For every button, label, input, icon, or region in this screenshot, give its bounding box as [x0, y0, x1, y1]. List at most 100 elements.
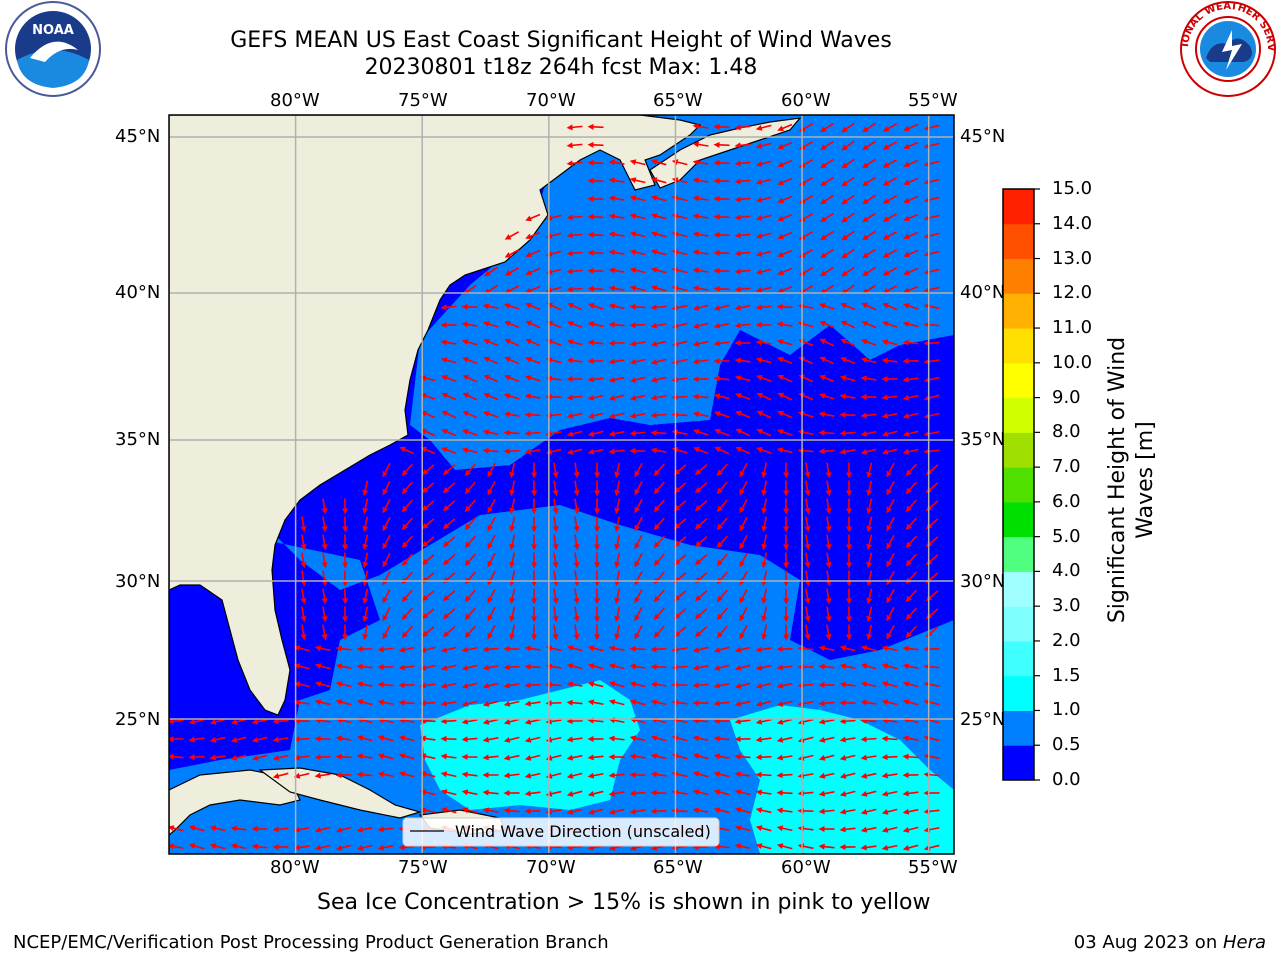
wind-wave-arrow: [902, 844, 919, 851]
wind-wave-arrow: [272, 736, 289, 743]
wind-wave-arrow: [300, 534, 307, 551]
wind-wave-arrow: [608, 376, 625, 383]
wind-wave-arrow: [573, 516, 580, 533]
wind-wave-arrow: [482, 321, 499, 328]
wind-wave-arrow: [755, 843, 772, 850]
wind-wave-arrow: [846, 516, 853, 533]
wind-wave-arrow: [713, 340, 730, 347]
wind-wave-arrow: [881, 394, 898, 401]
wind-wave-arrow: [713, 249, 730, 256]
wind-wave-arrow: [587, 699, 604, 706]
wind-wave-arrow: [421, 518, 435, 530]
wind-wave-arrow: [692, 304, 709, 311]
wind-wave-arrow: [441, 446, 457, 454]
wind-wave-arrow: [440, 771, 457, 778]
colorbar-segment: [1003, 606, 1034, 642]
wind-wave-arrow: [903, 159, 919, 168]
wind-wave-arrow: [587, 430, 604, 437]
wind-wave-arrow: [524, 808, 541, 815]
wind-wave-arrow: [881, 844, 898, 851]
wind-wave-arrow: [713, 682, 730, 689]
wind-wave-arrow: [818, 429, 835, 436]
wind-wave-arrow: [483, 374, 499, 383]
wind-wave-arrow: [650, 753, 667, 760]
wind-wave-arrow: [713, 159, 730, 166]
wind-wave-arrow: [716, 589, 728, 603]
wind-wave-arrow: [587, 267, 604, 274]
wind-wave-arrow: [300, 606, 307, 623]
wind-wave-arrow: [608, 303, 625, 310]
wind-wave-arrow: [531, 462, 538, 479]
wind-wave-arrow: [382, 480, 391, 496]
wind-wave-arrow: [401, 553, 413, 567]
colorbar-segment: [1003, 397, 1034, 433]
wind-wave-arrow: [734, 142, 751, 149]
wind-wave-arrow: [251, 718, 268, 725]
colorbar-tick-label: 5.0: [1052, 525, 1081, 547]
wind-wave-arrow: [862, 248, 876, 259]
wind-wave-arrow: [839, 663, 856, 670]
wind-wave-arrow: [713, 375, 730, 382]
wind-wave-arrow: [903, 195, 919, 204]
wind-wave-arrow: [783, 588, 790, 605]
wind-wave-arrow: [377, 664, 394, 671]
wind-wave-arrow: [846, 462, 853, 479]
lon-label-top-60w: 60°W: [781, 90, 831, 111]
wind-wave-arrow: [483, 356, 499, 365]
wind-wave-arrow: [839, 393, 856, 400]
wind-wave-arrow: [503, 303, 520, 310]
wind-wave-arrow: [552, 516, 559, 533]
wind-wave-arrow: [509, 498, 516, 515]
colorbar-tick-label: 6.0: [1052, 490, 1081, 512]
lat-label-left-40n: 40°N: [115, 282, 161, 303]
wind-wave-arrow: [862, 158, 876, 169]
wind-wave-arrow: [650, 195, 667, 202]
map-subtitle: 20230801 t18z 264h fcst Max: 1.48: [364, 55, 758, 80]
wind-wave-arrow: [783, 534, 790, 551]
noaa-logo: NOAA: [5, 1, 101, 97]
wind-wave-arrow: [804, 534, 811, 551]
wind-wave-arrow: [567, 302, 583, 311]
wind-wave-arrow: [713, 843, 730, 850]
wind-wave-arrow: [503, 645, 520, 652]
wind-wave-arrow: [356, 826, 373, 833]
wind-wave-arrow: [209, 736, 226, 743]
lat-label-right-35n: 35°N: [960, 429, 1006, 450]
wind-wave-arrow: [314, 735, 331, 742]
wind-wave-arrow: [629, 159, 646, 166]
wind-wave-arrow: [839, 790, 856, 797]
wind-wave-arrow: [314, 663, 331, 670]
wind-wave-arrow: [804, 624, 811, 641]
wind-wave-arrow: [653, 625, 665, 639]
wind-wave-arrow: [839, 375, 856, 382]
wind-wave-arrow: [756, 392, 772, 401]
wind-wave-arrow: [377, 735, 394, 742]
wind-wave-arrow: [866, 588, 873, 605]
wind-wave-arrow: [566, 412, 583, 419]
wind-wave-arrow: [614, 462, 621, 479]
wind-wave-arrow: [886, 624, 895, 640]
wind-wave-arrow: [608, 735, 625, 742]
colorbar-tick-label: 1.5: [1052, 664, 1081, 686]
wind-wave-arrow: [552, 588, 559, 605]
wind-wave-arrow: [777, 213, 793, 222]
wind-wave-arrow: [882, 321, 898, 328]
wind-wave-arrow: [587, 681, 604, 688]
wind-wave-arrow: [716, 499, 728, 513]
wind-wave-arrow: [881, 339, 898, 346]
wind-wave-arrow: [567, 320, 583, 328]
wind-wave-arrow: [382, 552, 391, 568]
wind-wave-arrow: [321, 534, 328, 551]
wind-wave-arrow: [362, 624, 369, 641]
wind-wave-arrow: [902, 790, 919, 797]
wind-wave-arrow: [552, 534, 559, 551]
colorbar-tick-label: 0.0: [1052, 769, 1081, 790]
wind-wave-arrow: [776, 843, 793, 850]
wind-wave-arrow: [882, 249, 898, 258]
wind-wave-arrow: [421, 500, 435, 512]
wind-wave-arrow: [818, 663, 835, 670]
lon-label-bottom-55w: 55°W: [908, 857, 958, 878]
colorbar-segment: [1003, 710, 1034, 746]
wind-wave-arrow: [503, 754, 520, 761]
wind-wave-arrow: [566, 124, 583, 131]
